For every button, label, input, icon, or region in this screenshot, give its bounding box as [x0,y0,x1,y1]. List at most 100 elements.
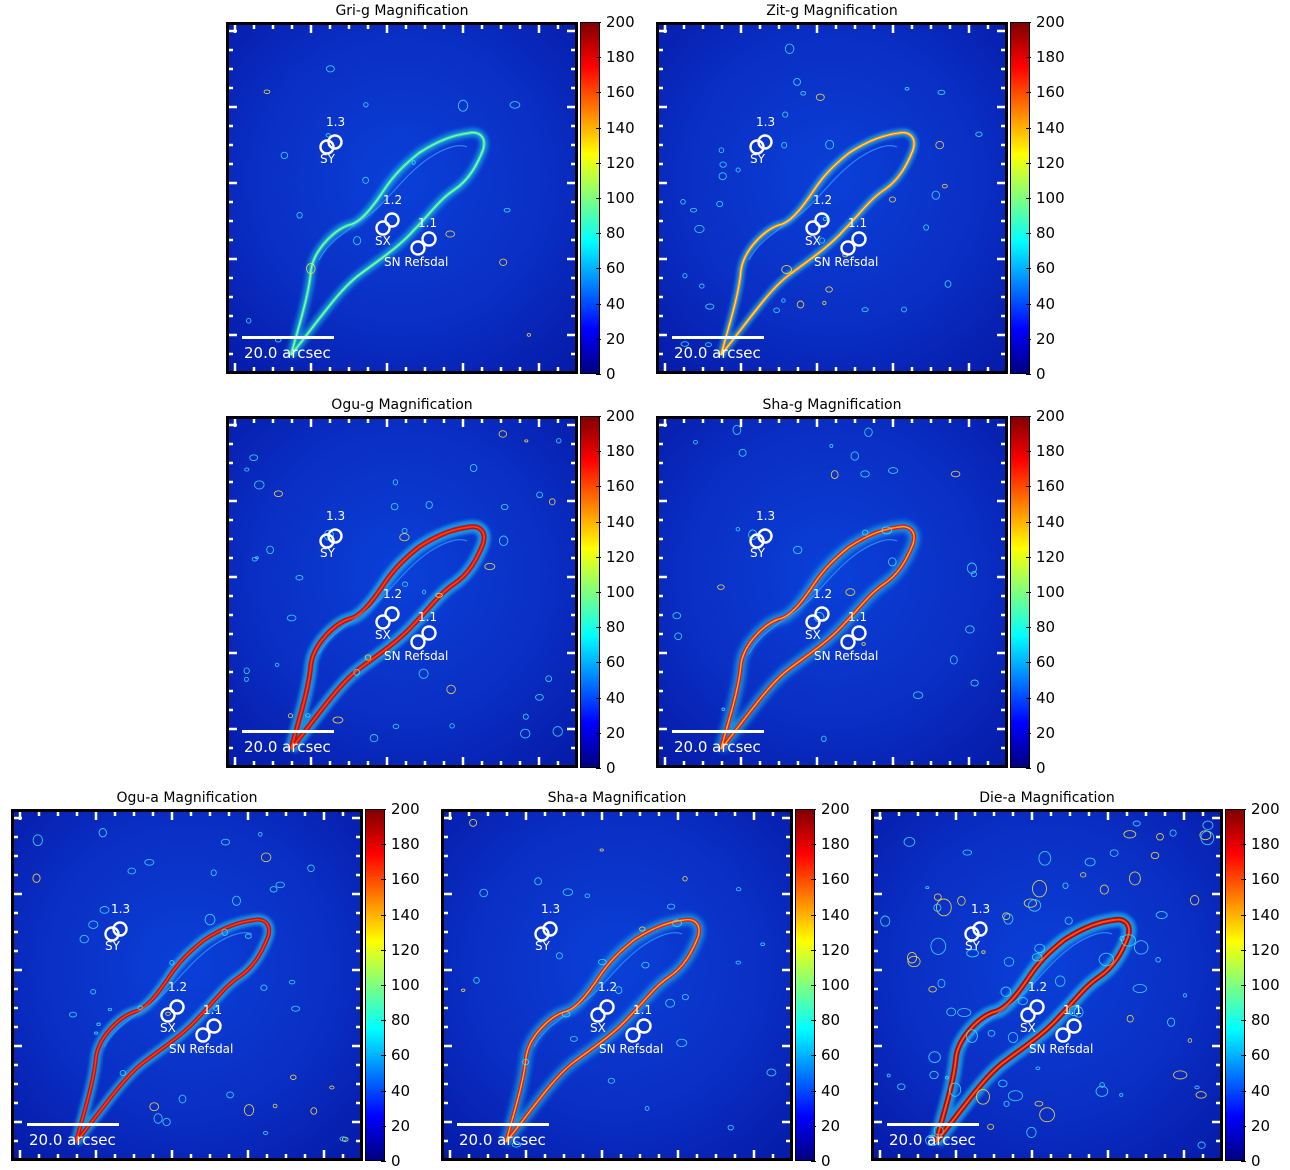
galaxy-critical-curve [275,881,285,889]
image-1.3-circle [542,921,558,937]
galaxy-critical-curve [1173,1070,1188,1080]
galaxy-critical-curve [329,1085,335,1090]
galaxy-critical-curve [1155,911,1168,919]
inner-caustic [963,932,1113,1048]
image-sy-circle [534,926,550,942]
galaxy-critical-curve [363,102,369,108]
scale-bar-label: 20.0 arcsec [459,1131,546,1149]
galaxy-critical-curve [306,263,316,275]
colorbar-tick-label: 140 [1026,512,1065,531]
colorbar-tick-label: 0 [596,759,616,777]
colorbar-tick-label: 120 [596,153,635,172]
galaxy-critical-curve [291,1005,301,1012]
galaxy-critical-curve [933,893,942,901]
galaxy-critical-curve [689,207,698,213]
galaxy-critical-curve [243,1104,255,1117]
scale-bar [242,336,334,339]
magnification-map: 1.3 SY 1.2 SX 1.1 SN Refsdal 20.0 arcsec [441,809,793,1161]
galaxy-critical-curve [500,503,509,511]
colorbar-tick-label: 40 [1025,294,1056,313]
galaxy-critical-curve [522,1058,530,1066]
galaxy-critical-curve [861,307,869,313]
galaxy-critical-curve [641,961,650,969]
critical-curve-core [935,918,1130,1143]
galaxy-critical-curve [325,65,335,73]
galaxy-critical-curve [906,951,918,964]
galaxy-critical-curve [88,920,99,929]
galaxy-critical-curve [226,1091,234,1099]
galaxy-critical-curve [232,895,241,906]
galaxy-critical-curve [69,1011,77,1018]
galaxy-critical-curve [800,91,807,96]
galaxy-critical-curve [886,1073,891,1078]
scale-bar-label: 20.0 arcsec [244,738,331,756]
colorbar-tick-label: 160 [811,870,850,889]
galaxy-critical-curve [307,864,315,873]
galaxy-critical-curve [735,960,742,965]
galaxy-critical-curve [998,1079,1008,1088]
galaxy-critical-curve [325,133,331,138]
colorbar-tick-label: 80 [380,1011,411,1030]
galaxy-critical-curve [1034,943,1046,954]
image-1.1-circle [421,625,437,641]
galaxy-critical-curve [962,849,973,856]
colorbar-tick-label: 160 [596,83,635,102]
galaxy-critical-curve [479,888,489,898]
colorbar-tick-label: 160 [596,477,635,496]
galaxy-critical-curve [561,1011,571,1018]
label-1.1: 1.1 [418,216,437,230]
galaxy-critical-curve [1126,1014,1134,1023]
colorbar-tick-label: 180 [1026,442,1065,461]
galaxy-critical-curve [469,463,478,473]
galaxy-critical-curve [1084,857,1096,867]
colorbar-tick-label: 140 [596,118,635,137]
galaxy-critical-curve [210,869,217,877]
magnification-heatmap: 1.3 SY 1.2 SX 1.1 SN Refsdal 20.0 arcsec [14,812,360,1158]
colorbar-tick-label: 120 [811,940,850,959]
image-1.2-circle [1029,999,1045,1015]
galaxy-critical-curve [484,562,496,571]
galaxy-critical-curve [99,906,110,914]
galaxy-critical-curve [966,562,977,574]
galaxy-critical-curve [933,903,942,912]
inner-caustic [748,539,898,655]
label-sy: SY [320,546,336,560]
scale-bar-label: 20.0 arcsec [889,1131,976,1149]
galaxy-critical-curve [1119,935,1125,942]
galaxy-critical-curve [411,160,416,165]
galaxy-critical-curve [535,693,544,701]
galaxy-critical-curve [845,588,856,596]
label-sx: SX [805,234,821,248]
galaxy-critical-curve [880,915,891,927]
galaxy-critical-curve [1062,882,1069,889]
image-1.2-circle [814,212,830,228]
galaxy-critical-curve [929,1070,939,1080]
panel-title: Gri-g Magnification [335,3,469,19]
image-sx-circle [1020,1007,1036,1023]
colorbar-tick-label: 180 [381,835,420,854]
magnification-heatmap: 1.3 SY 1.2 SX 1.1 SN Refsdal 20.0 arcsec [229,419,575,765]
galaxy-critical-curve [332,716,344,724]
colorbar-tick-label: 100 [811,976,850,994]
galaxy-critical-curve [422,589,427,595]
galaxy-critical-curve [717,584,725,590]
scale-bar-label: 20.0 arcsec [244,344,331,362]
colorbar-tick-label: 20 [380,1116,411,1135]
galaxy-critical-curve [981,950,986,954]
galaxy-critical-curve [680,341,690,347]
galaxy-critical-curve [269,886,278,893]
colorbar-tick-label: 0 [596,365,616,383]
galaxy-critical-curve [1132,820,1141,827]
galaxy-critical-curve [676,1038,688,1048]
image-sx-circle [375,614,391,630]
galaxy-critical-curve [965,625,975,634]
galaxy-critical-curve [392,723,400,729]
galaxy-critical-curve [976,1088,990,1105]
label-1.1: 1.1 [1063,1003,1082,1017]
image-1.2-circle [814,606,830,622]
label-1.3: 1.3 [326,509,345,523]
galaxy-critical-curve [1167,1017,1176,1027]
galaxy-critical-curve [249,454,259,462]
galaxy-critical-curve [829,443,834,448]
galaxy-critical-curve [773,307,780,314]
